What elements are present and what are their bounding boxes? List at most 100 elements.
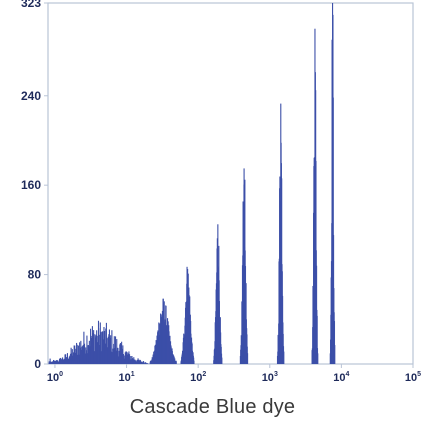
histogram-bar [280,103,282,364]
histogram-bar [124,352,126,364]
histogram-bar [114,336,117,364]
histogram-bar [128,351,130,364]
histogram-bar [162,302,164,364]
histogram-bar [79,342,81,364]
histogram-bar [53,359,55,364]
histogram-bar [140,361,142,364]
histogram-bar [69,353,72,364]
histogram-bar [119,343,121,364]
histogram-bar [88,345,90,364]
histogram-bar [247,353,249,364]
histogram-bar [187,269,189,364]
histogram-bar [76,358,78,364]
y-tick-label: 240 [21,89,41,103]
histogram-bar [129,359,131,364]
histogram-bar [106,338,108,364]
histogram-bar [101,331,103,364]
histogram-bar [333,321,336,364]
histogram-bar [123,358,125,364]
histogram-bar [314,28,316,365]
histogram-bar [83,343,86,364]
histogram-bar [55,360,57,364]
histogram-bar [146,363,148,364]
histogram-bar [75,360,77,364]
histogram-bar [135,360,137,364]
histogram-series [48,3,336,365]
x-tick-label: 102 [190,371,206,384]
histogram-bar [71,349,73,364]
histogram-bar [217,224,219,364]
histogram-bar [48,361,50,364]
histogram-bar [334,345,336,364]
histogram-bar [56,359,58,364]
histogram-bar [332,97,334,364]
histogram-bar [111,352,114,364]
histogram-bar [141,361,143,364]
histogram-bar [91,326,93,364]
histogram-bar [117,347,119,364]
histogram-bar [68,360,70,364]
histogram-bar [64,362,66,364]
histogram-bar [81,361,83,364]
histogram-bar [72,352,75,364]
histogram-bar [128,354,131,364]
histogram-bar [130,359,132,364]
histogram-bar [102,331,104,364]
histogram-bar [193,360,195,364]
histogram-bar [317,353,319,364]
histogram-bar [126,352,128,364]
histogram-bar [98,328,100,364]
histogram-bar [53,360,55,364]
histogram-bar [118,350,120,364]
histogram-bar [97,335,99,364]
histogram-bar [108,329,110,364]
histogram-bar [100,351,103,364]
histogram-bar [83,362,85,364]
histogram-bar [79,347,81,364]
x-tick-label: 101 [118,371,134,384]
histogram-bar [145,362,147,364]
histogram-bar [59,360,61,364]
histogram-bar [131,356,133,364]
histogram-bar [72,355,74,364]
histogram-bar [134,359,136,364]
histogram-bar [118,356,120,364]
histogram-bar [125,351,127,364]
histogram-bar [50,361,52,364]
histogram-bar [144,363,146,364]
y-tick-label: 0 [34,357,41,371]
histogram-bar [105,328,107,364]
histogram-bar [143,362,145,364]
histogram-bar [283,351,285,364]
histogram-bar [121,348,123,364]
histogram-bar [84,353,86,364]
histogram-bar [90,328,92,364]
histogram-bar [82,360,84,364]
histogram-bar [146,363,148,364]
histogram-bar [116,339,118,364]
x-tick-label: 100 [47,371,63,384]
x-axis-title: Cascade Blue dye [129,396,296,418]
histogram-bar [74,359,76,364]
histogram-bar [104,331,106,364]
histogram-bar [111,330,113,364]
histogram-bar [135,360,137,364]
histogram-bar [54,360,56,364]
histogram-bar [62,361,64,364]
histogram-bar [120,344,122,364]
histogram-bar [100,332,102,364]
histogram-bar [139,360,142,364]
histogram-bar [90,337,92,364]
histogram-bar [92,333,94,364]
histogram-bar [67,359,69,364]
histogram-bar [51,362,53,364]
histogram-bar [82,344,84,364]
histogram-bar [70,359,72,364]
histogram-bar [52,361,54,364]
histogram-bar [94,334,96,364]
histogram-bar [86,353,89,364]
histogram-bar [79,360,81,364]
histogram-bar [93,351,95,364]
histogram-bar [76,344,78,364]
